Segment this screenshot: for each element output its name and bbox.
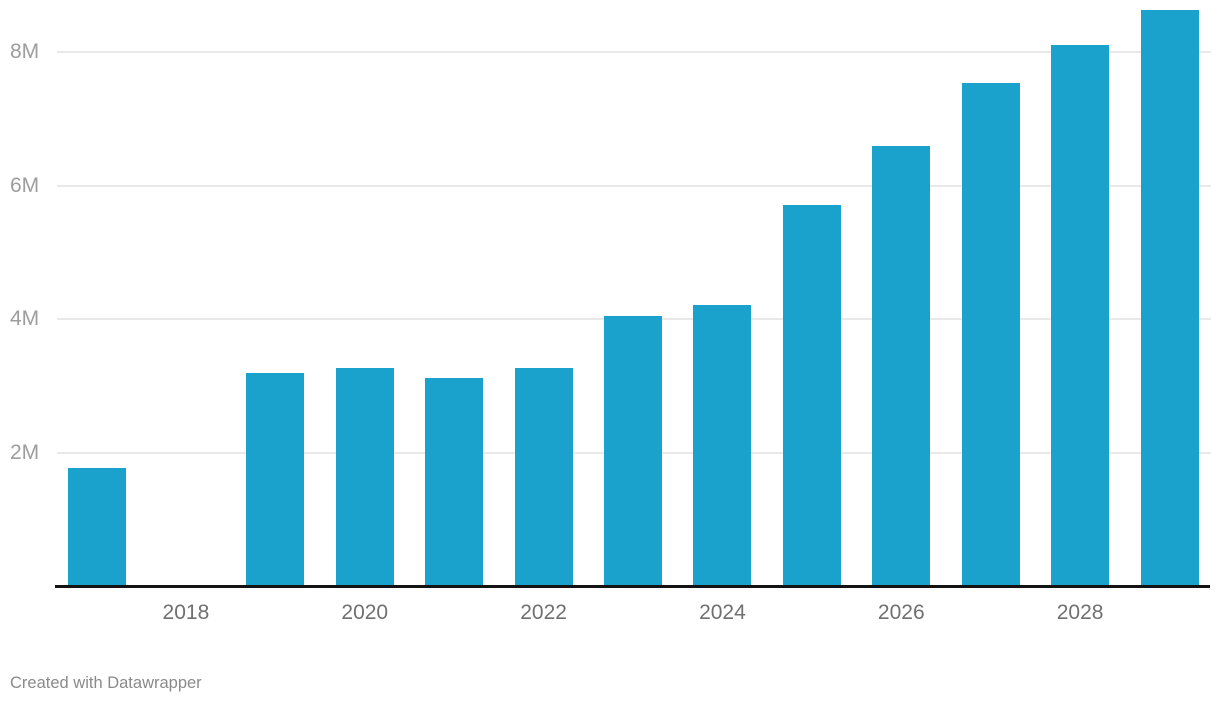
bar-2020: [335, 368, 394, 586]
x-tick-label-2026: 2026: [877, 601, 925, 624]
datawrapper-attribution-link[interactable]: Created with Datawrapper: [10, 674, 202, 692]
x-axis-line: [55, 585, 1210, 588]
bar-2027: [961, 83, 1020, 586]
bar-2022: [514, 368, 573, 586]
x-tick-label-2020: 2020: [341, 601, 389, 624]
bar-2019: [246, 373, 305, 586]
bar-2021: [425, 378, 484, 586]
bar-2026: [872, 146, 931, 586]
x-tick-label-2024: 2024: [699, 601, 746, 624]
bar-2025: [782, 204, 841, 586]
bar-2017: [67, 467, 126, 586]
x-tick-label-2028: 2028: [1056, 601, 1104, 624]
y-tick-label-4M: 4M: [10, 307, 40, 330]
y-tick-label-2M: 2M: [10, 440, 40, 464]
bar-2024: [693, 304, 752, 586]
y-tick-label-8M: 8M: [10, 40, 40, 63]
bar-2023: [604, 316, 663, 586]
x-tick-label-2018: 2018: [162, 601, 210, 624]
gridline-6M: [57, 184, 1211, 187]
bar-2028: [1051, 45, 1110, 586]
x-tick-label-2022: 2022: [520, 601, 567, 624]
bar-2029: [1140, 9, 1199, 586]
y-tick-label-6M: 6M: [10, 173, 40, 197]
gridline-8M: [57, 51, 1211, 53]
